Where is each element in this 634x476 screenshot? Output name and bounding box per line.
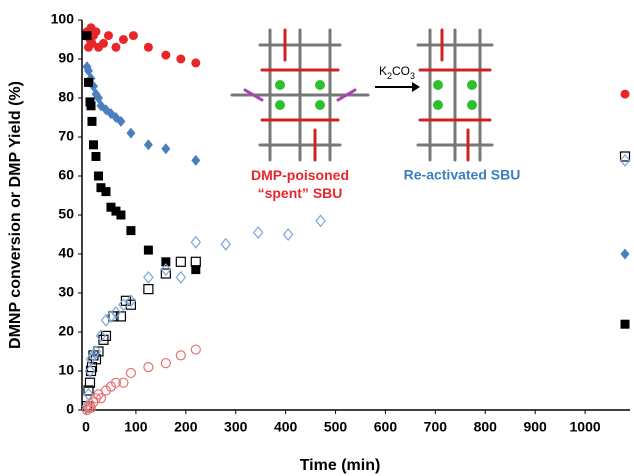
reagent-part: K <box>379 64 387 78</box>
point <box>82 31 91 40</box>
x-tick-label: 800 <box>474 419 498 435</box>
point <box>144 139 153 150</box>
spent-label-line: “spent” SBU <box>258 185 343 201</box>
y-tick-label: 10 <box>58 362 74 378</box>
x-tick-label: 500 <box>324 419 348 435</box>
point <box>86 101 95 110</box>
y-tick-label: 50 <box>58 206 74 222</box>
point <box>91 152 100 161</box>
reagent-part: CO <box>392 64 410 78</box>
point <box>191 345 200 354</box>
point <box>144 246 153 255</box>
point <box>621 249 630 260</box>
point <box>87 117 96 126</box>
reactivated-label: Re-activated SBU <box>404 167 521 183</box>
spent-label: DMP-poisoned “spent” SBU <box>251 167 349 201</box>
point <box>191 237 200 248</box>
x-tick-label: 300 <box>224 419 248 435</box>
point <box>221 239 230 250</box>
y-tick-label: 90 <box>58 50 74 66</box>
point <box>191 155 200 166</box>
y-tick-label: 20 <box>58 323 74 339</box>
x-tick-label: 1000 <box>570 419 601 435</box>
point <box>126 226 135 235</box>
point <box>104 31 113 40</box>
point <box>144 285 153 294</box>
point <box>99 39 108 48</box>
point <box>119 35 128 44</box>
point <box>161 143 170 154</box>
spent-sbu-structure <box>232 30 368 160</box>
point <box>316 215 325 226</box>
y-tick-label: 80 <box>58 89 74 105</box>
point <box>176 257 185 266</box>
point <box>129 31 138 40</box>
point <box>176 272 185 283</box>
point <box>126 368 135 377</box>
point <box>126 128 135 139</box>
point <box>94 172 103 181</box>
reactivated-sbu-structure <box>418 30 492 160</box>
x-tick-label: 700 <box>424 419 448 435</box>
point <box>84 78 93 87</box>
point <box>144 272 153 283</box>
point <box>116 211 125 220</box>
y-tick-label: 70 <box>58 128 74 144</box>
point <box>621 320 630 329</box>
x-tick-label: 900 <box>523 419 547 435</box>
y-tick-label: 30 <box>58 284 74 300</box>
y-tick-label: 40 <box>58 245 74 261</box>
point <box>111 43 120 52</box>
x-tick-label: 0 <box>82 419 90 435</box>
point <box>621 155 630 166</box>
point <box>91 27 100 36</box>
reagent-label: K2CO3 <box>379 64 415 81</box>
x-tick-label: 400 <box>274 419 298 435</box>
y-tick-label: 0 <box>66 401 74 417</box>
y-tick-label: 100 <box>51 11 75 27</box>
y-axis-title: DMNP conversion or DMP Yield (%) <box>7 81 24 349</box>
x-tick-label: 100 <box>124 419 148 435</box>
reagent-part: 3 <box>410 71 415 81</box>
point <box>254 227 263 238</box>
point <box>89 140 98 149</box>
point <box>176 55 185 64</box>
x-axis-title: Time (min) <box>300 457 381 474</box>
point <box>144 43 153 52</box>
point <box>176 351 185 360</box>
spent-label-line: DMP-poisoned <box>251 167 349 183</box>
point <box>191 257 200 266</box>
arrow-head <box>412 82 420 92</box>
point <box>621 90 630 99</box>
point <box>161 359 170 368</box>
point <box>191 58 200 67</box>
point <box>101 187 110 196</box>
point <box>284 229 293 240</box>
x-tick-label: 200 <box>174 419 198 435</box>
x-tick-label: 600 <box>374 419 398 435</box>
y-tick-label: 60 <box>58 167 74 183</box>
point <box>144 363 153 372</box>
chart: K2CO3 DMP-poisoned “spent” SBU Re-activat… <box>0 0 634 476</box>
point <box>161 51 170 60</box>
